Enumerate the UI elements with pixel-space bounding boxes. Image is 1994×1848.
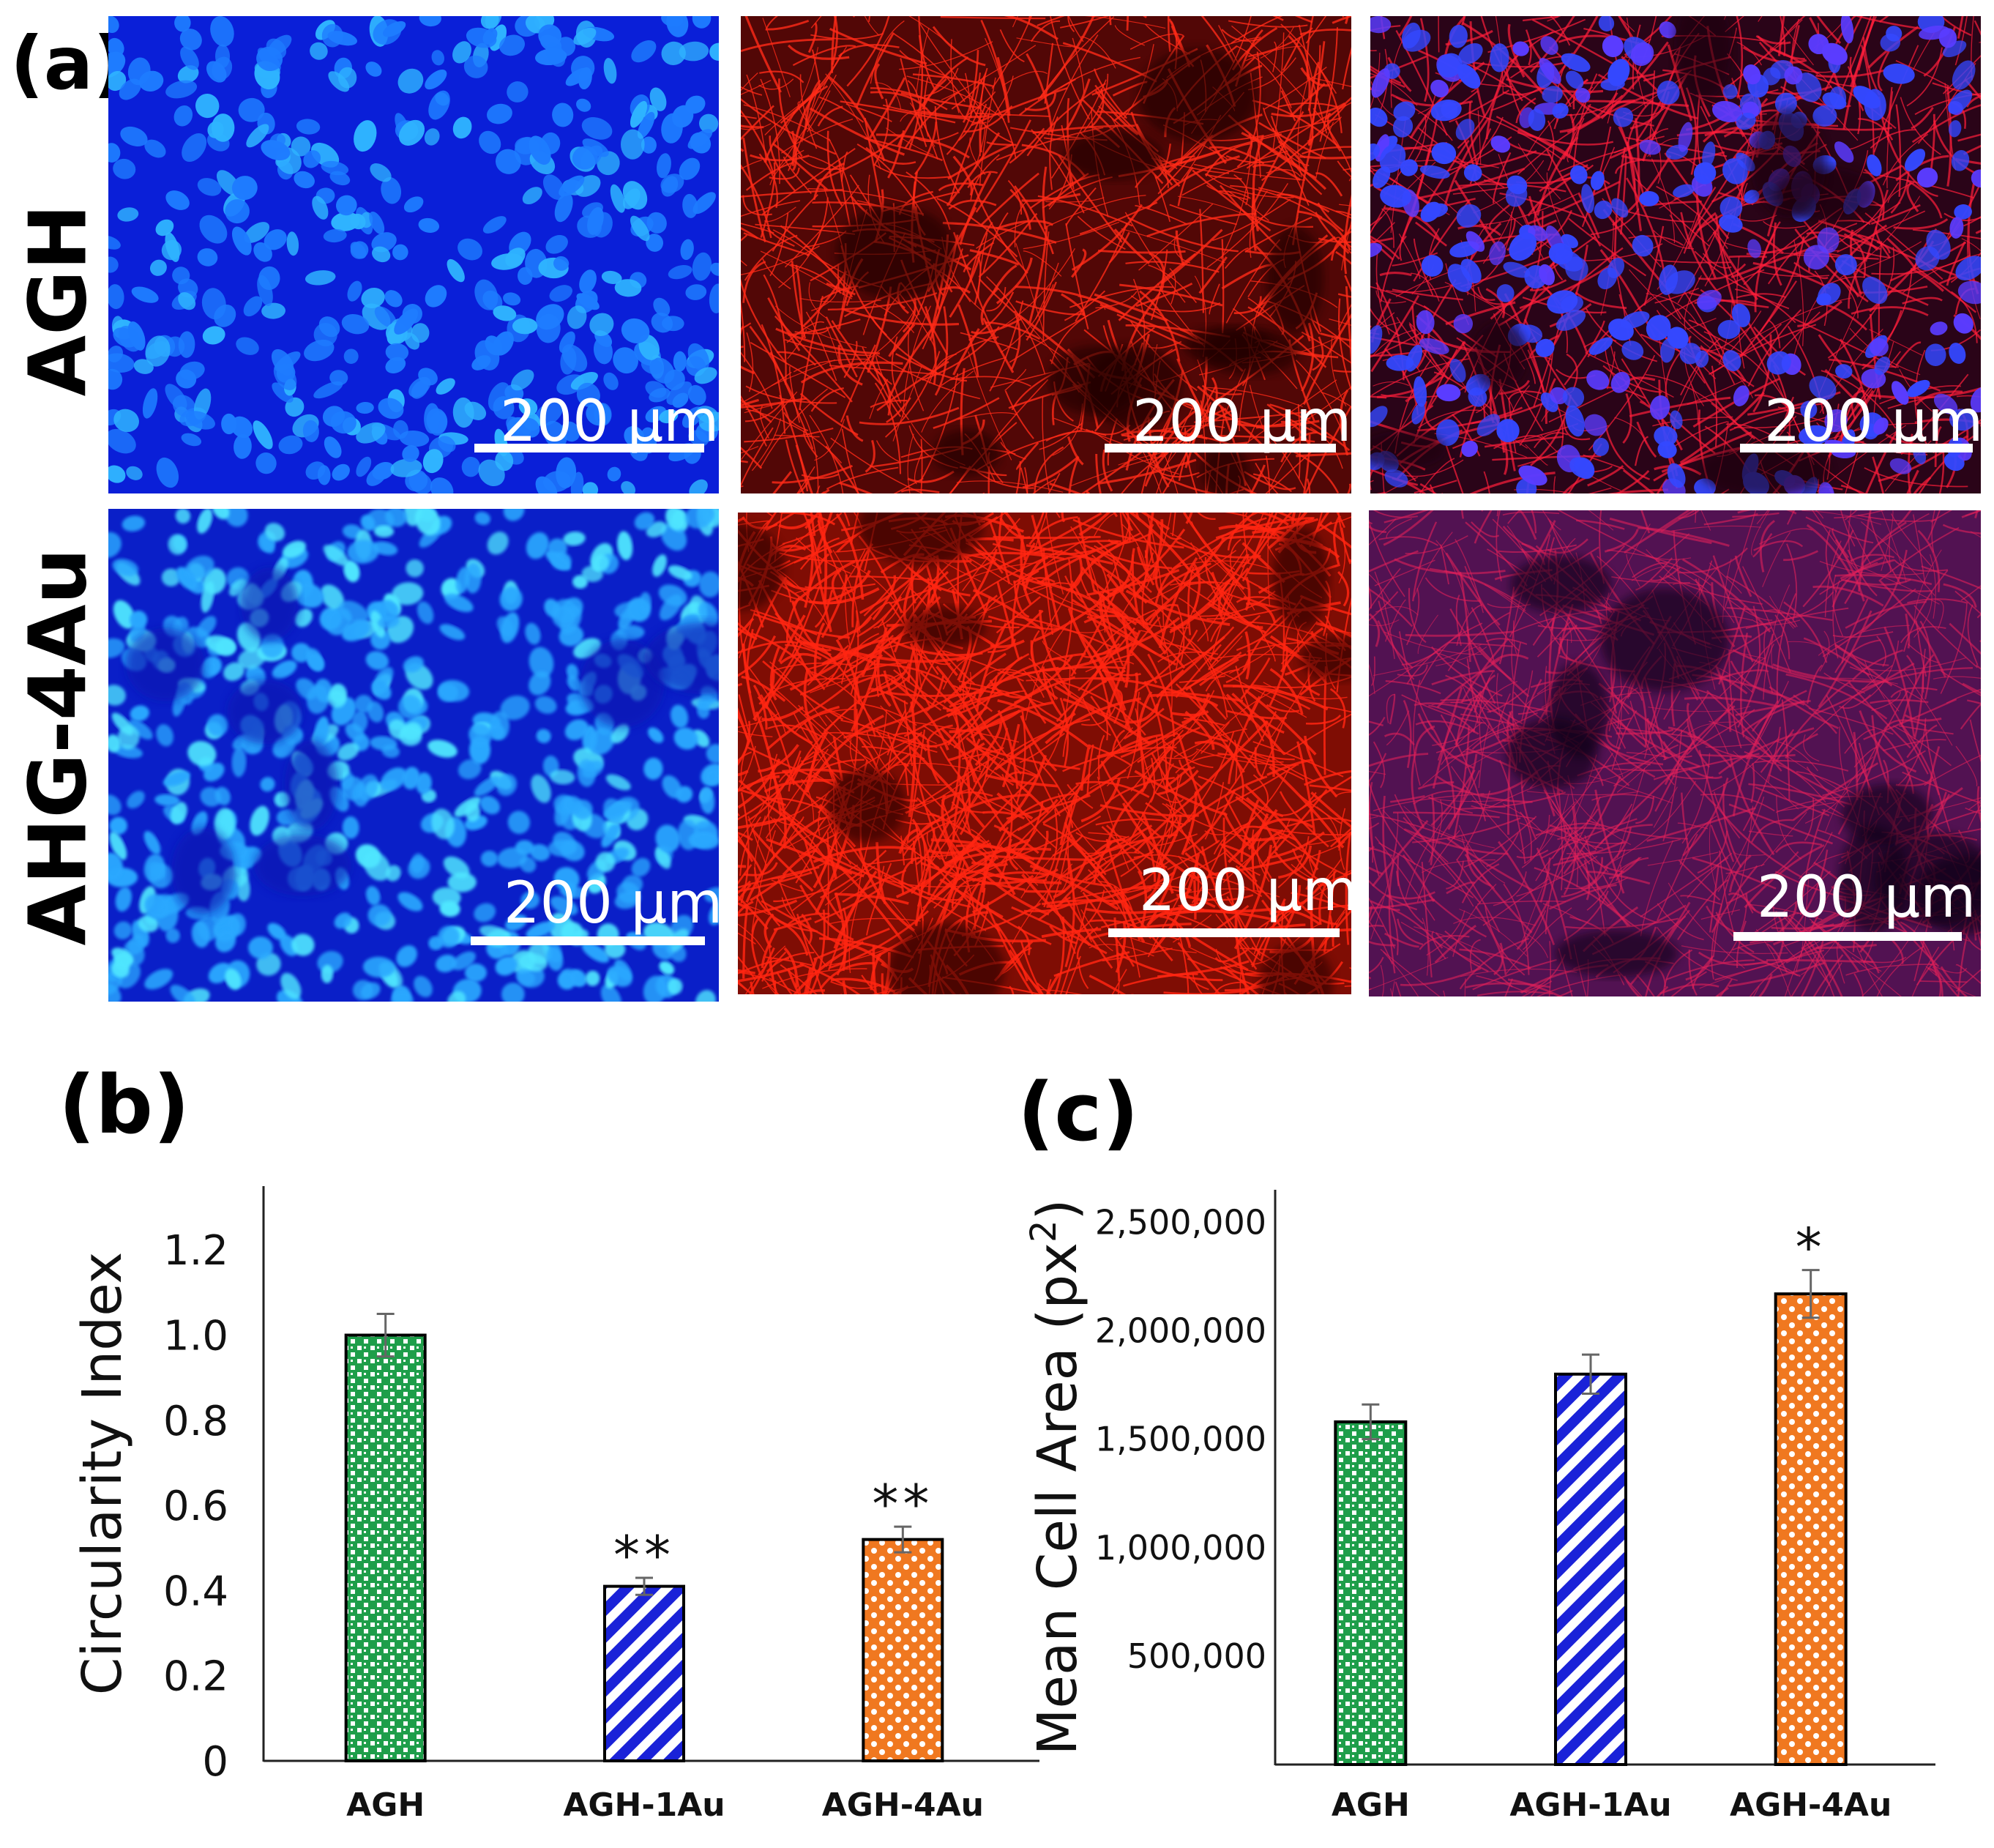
bar (1334, 1420, 1408, 1767)
merge-texture (1369, 510, 1981, 996)
micrograph-agh-actin: 200 µm (741, 16, 1351, 493)
y-tick-label: 500,000 (1127, 1636, 1266, 1676)
scale-bar-label: 200 µm (1132, 389, 1351, 455)
bar (1774, 1292, 1848, 1767)
scale-bar (1733, 932, 1962, 941)
y-axis-title-suffix: ) (1026, 1199, 1089, 1221)
micrograph-ahg-4au-dapi: 200 µm (108, 509, 719, 1002)
panel-label-a: (a) (10, 21, 127, 106)
scale-bar (1740, 444, 1973, 452)
nuclei-texture (108, 16, 719, 493)
x-tick-label: AGH-4Au (1730, 1786, 1892, 1824)
micrograph-ahg-4au-actin: 200 µm (738, 513, 1351, 994)
scale-bar (474, 444, 704, 452)
bar (344, 1333, 427, 1763)
y-axis-title-superscript: 2 (1023, 1220, 1064, 1242)
scale-bar (1105, 444, 1336, 452)
bar (862, 1538, 944, 1762)
panel-label-c: (c) (1017, 1065, 1139, 1159)
x-tick-label: AGH-4Au (822, 1786, 984, 1824)
x-tick-label: AGH (346, 1786, 425, 1824)
y-tick-label: 2,000,000 (1095, 1311, 1266, 1351)
micrograph-agh-dapi: 200 µm (108, 16, 719, 493)
scale-bar-label: 200 µm (1139, 858, 1351, 924)
y-tick-label: 0.8 (163, 1398, 228, 1445)
y-tick-label: 0.2 (163, 1653, 228, 1701)
y-tick-label: 0.4 (163, 1568, 228, 1615)
actin-texture (738, 513, 1351, 994)
scale-bar-label: 200 µm (1764, 389, 1981, 455)
merge-texture (1370, 16, 1981, 493)
y-axis-title: Mean Cell Area (px2) (1023, 1199, 1089, 1756)
significance-marker: * (1796, 1217, 1826, 1278)
x-tick-label: AGH-1Au (1509, 1786, 1671, 1824)
scale-bar-label: 200 µm (504, 871, 719, 936)
y-axis-title: Circularity Index (71, 1252, 134, 1696)
significance-marker: ** (872, 1473, 933, 1535)
scale-bar-label: 200 µm (500, 389, 719, 455)
y-tick-label: 1,000,000 (1095, 1528, 1266, 1568)
bar (603, 1584, 685, 1762)
y-tick-label: 2,500,000 (1095, 1202, 1266, 1242)
nuclei-texture (108, 509, 719, 1002)
y-tick-label: 0.6 (163, 1483, 228, 1530)
x-tick-label: AGH-1Au (563, 1786, 725, 1824)
y-tick-label: 1.0 (163, 1313, 228, 1360)
y-tick-label: 1,500,000 (1095, 1420, 1266, 1459)
y-tick-label: 0 (202, 1738, 228, 1786)
significance-marker: ** (613, 1524, 675, 1586)
y-tick-label: 1.2 (163, 1227, 228, 1275)
scale-bar (1108, 928, 1340, 937)
micrograph-ahg-4au-merge: 200 µm (1369, 510, 1981, 996)
panel-label-b: (b) (59, 1058, 190, 1152)
x-tick-label: AGH (1332, 1786, 1410, 1824)
scale-bar-label: 200 µm (1757, 865, 1976, 931)
scale-bar (471, 936, 705, 945)
micrograph-agh-merge: 200 µm (1370, 16, 1981, 493)
bar (1554, 1372, 1627, 1766)
actin-texture (741, 16, 1351, 493)
